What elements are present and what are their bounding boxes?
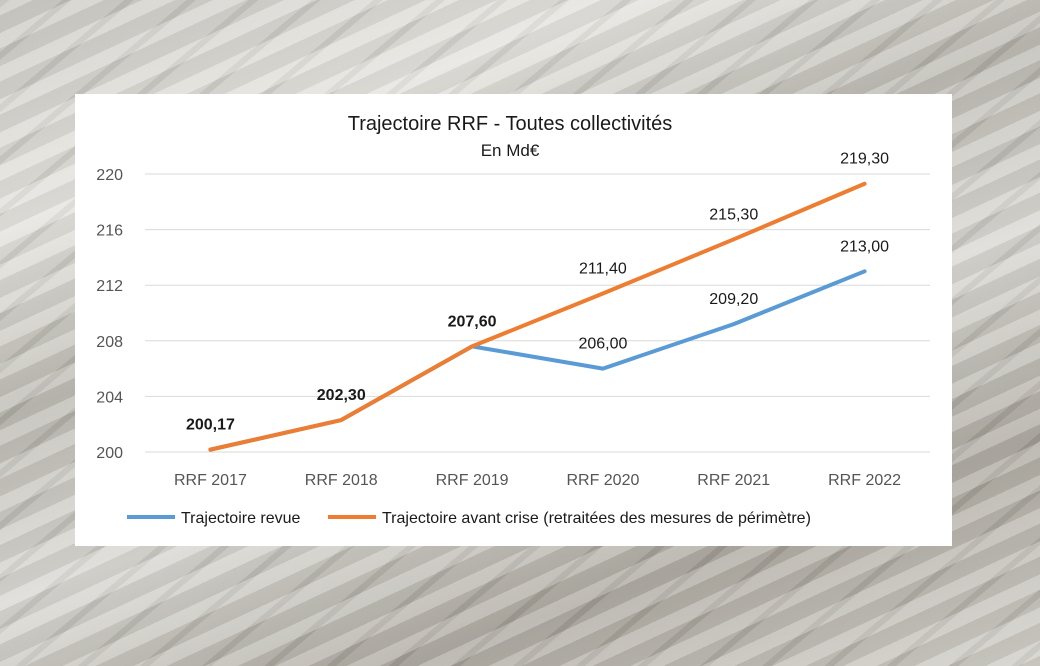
- y-tick-label: 200: [96, 445, 123, 462]
- data-label: 202,30: [317, 387, 366, 404]
- y-tick-label: 212: [96, 278, 123, 295]
- y-tick-label: 216: [96, 223, 123, 240]
- series-line-0: [208, 269, 867, 452]
- data-labels: 206,00 209,20 213,00 200,17 202,30 207,60 211,…: [186, 151, 889, 434]
- chart-card: Trajectoire RRF - Toutes collectivités E…: [75, 94, 952, 546]
- chart-title: Trajectoire RRF - Toutes collectivités: [348, 113, 673, 135]
- legend-label: Trajectoire revue: [181, 510, 301, 527]
- x-tick-label: RRF 2020: [566, 472, 639, 489]
- data-label: 206,00: [578, 336, 627, 353]
- data-label: 213,00: [840, 238, 889, 255]
- y-axis-ticks: 200 204 208 212 216 220: [96, 167, 123, 462]
- x-tick-label: RRF 2021: [697, 472, 770, 489]
- line-chart: Trajectoire RRF - Toutes collectivités E…: [96, 113, 930, 527]
- x-tick-label: RRF 2022: [828, 472, 901, 489]
- legend-label: Trajectoire avant crise (retraitées des …: [382, 510, 811, 527]
- y-tick-label: 204: [96, 389, 123, 406]
- x-axis-ticks: RRF 2017 RRF 2018 RRF 2019 RRF 2020 RRF 2021…: [174, 472, 901, 489]
- y-tick-label: 208: [96, 334, 123, 351]
- data-label: 207,60: [448, 313, 497, 330]
- data-label: 209,20: [709, 291, 758, 308]
- x-tick-label: RRF 2018: [305, 472, 378, 489]
- series-line-1: [208, 181, 867, 452]
- legend: Trajectoire revue Trajectoire avant crise…: [127, 510, 811, 527]
- data-label: 211,40: [579, 261, 627, 278]
- data-label: 200,17: [186, 417, 235, 434]
- data-label: 215,30: [709, 206, 758, 223]
- x-tick-label: RRF 2019: [436, 472, 509, 489]
- series-lines: [208, 181, 867, 452]
- y-tick-label: 220: [96, 167, 123, 184]
- grid-lines: [145, 173, 930, 453]
- chart-subtitle: En Md€: [481, 141, 540, 160]
- data-label: 219,30: [840, 151, 889, 168]
- x-tick-label: RRF 2017: [174, 472, 247, 489]
